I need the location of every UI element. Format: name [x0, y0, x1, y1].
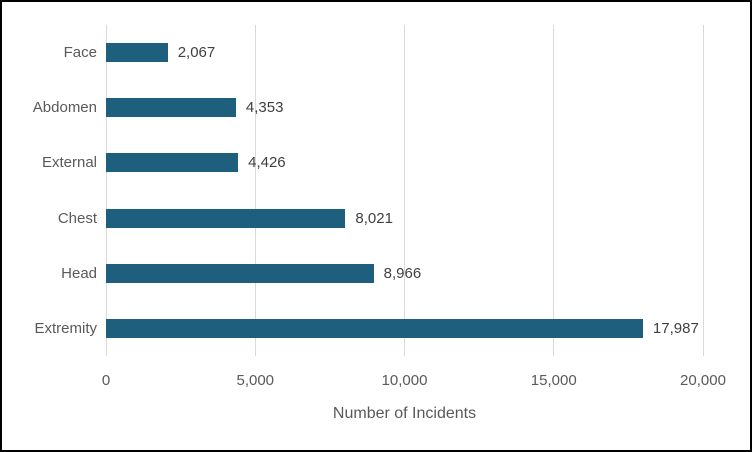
category-axis-labels: Face Abdomen External Chest Head Extremity — [2, 25, 97, 356]
bar-external — [106, 153, 239, 173]
category-label-head: Head — [61, 264, 97, 282]
plot-area: 2,067 4,353 4,426 8,021 8,966 17,987 — [105, 25, 704, 356]
gridline-20000 — [702, 25, 704, 356]
data-label-face: 2,067 — [177, 44, 216, 62]
data-label-chest: 8,021 — [355, 209, 393, 227]
bar-row-face: 2,067 — [106, 25, 703, 80]
category-label-face: Face — [63, 44, 97, 62]
bar-row-chest: 8,021 — [106, 191, 703, 246]
data-label-head: 8,966 — [383, 264, 422, 282]
bar-face — [106, 43, 168, 63]
bar-head — [106, 263, 374, 283]
gridline-0 — [105, 25, 107, 356]
gridline-15000 — [553, 25, 555, 356]
category-label-abdomen: Abdomen — [32, 99, 97, 117]
gridline-10000 — [404, 25, 405, 356]
gridline-5000 — [254, 25, 256, 356]
category-label-chest: Chest — [57, 209, 97, 227]
x-tick-label-15000: 15,000 — [530, 372, 577, 389]
bar-row-external: 4,426 — [106, 135, 703, 190]
data-label-abdomen: 4,353 — [245, 99, 284, 117]
x-tick-label-20000: 20,000 — [680, 372, 726, 389]
bar-row-extremity: 17,987 — [106, 301, 703, 356]
x-tick-label-5000: 5,000 — [236, 372, 275, 389]
bar-chest — [106, 208, 346, 228]
bar-extremity — [106, 318, 643, 338]
bar-row-head: 8,966 — [106, 246, 703, 301]
x-tick-label-10000: 10,000 — [381, 372, 428, 389]
x-axis-title: Number of Incidents — [332, 405, 477, 422]
bar-row-abdomen: 4,353 — [106, 80, 703, 135]
data-label-extremity: 17,987 — [652, 319, 699, 337]
bar-abdomen — [106, 98, 236, 118]
data-label-external: 4,426 — [248, 154, 286, 172]
bar-series: 2,067 4,353 4,426 8,021 8,966 17,987 — [106, 25, 703, 356]
category-label-extremity: Extremity — [34, 319, 97, 337]
category-label-external: External — [41, 154, 97, 172]
x-tick-label-0: 0 — [101, 372, 111, 389]
